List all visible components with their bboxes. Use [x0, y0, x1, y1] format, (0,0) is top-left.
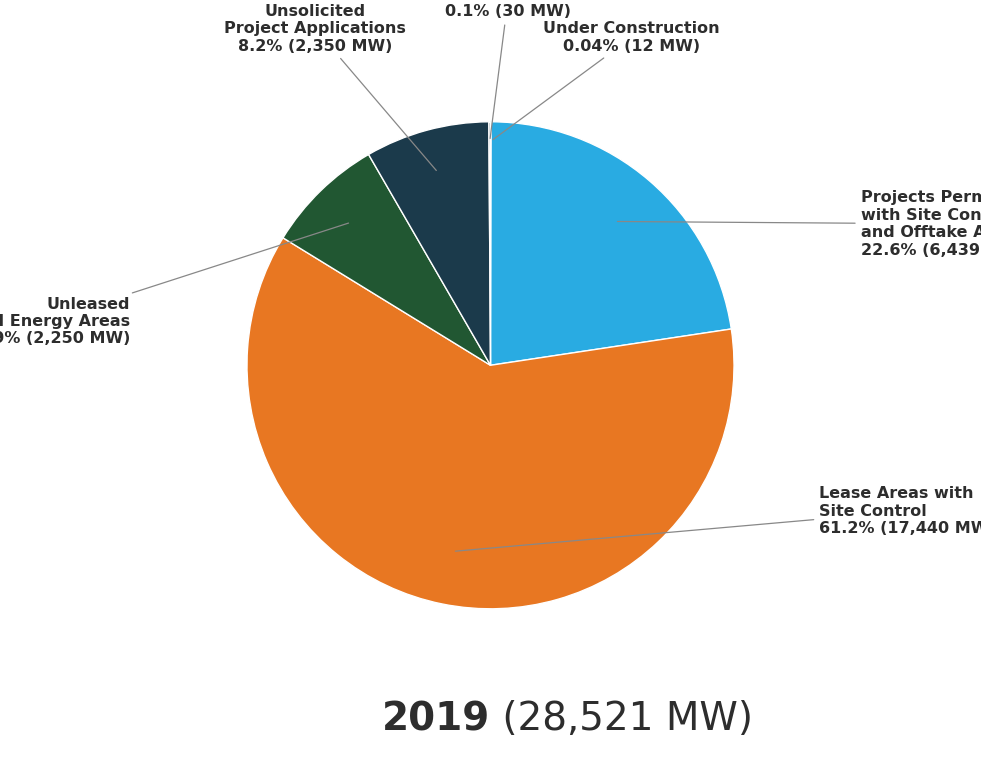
- Text: Installed
0.1% (30 MW): Installed 0.1% (30 MW): [444, 0, 571, 139]
- Wedge shape: [369, 122, 490, 365]
- Wedge shape: [489, 122, 490, 365]
- Wedge shape: [247, 238, 734, 609]
- Text: Lease Areas with
Site Control
61.2% (17,440 MW): Lease Areas with Site Control 61.2% (17,…: [455, 486, 981, 551]
- Text: Under Construction
0.04% (12 MW): Under Construction 0.04% (12 MW): [493, 21, 720, 139]
- Wedge shape: [283, 154, 490, 365]
- Text: 2019: 2019: [383, 700, 490, 738]
- Text: Unsolicited
Project Applications
8.2% (2,350 MW): Unsolicited Project Applications 8.2% (2…: [225, 4, 437, 170]
- Text: Projects Permitting
with Site Control
and Offtake Agreements
22.6% (6,439 MW): Projects Permitting with Site Control an…: [617, 190, 981, 258]
- Text: (28,521 MW): (28,521 MW): [490, 700, 753, 738]
- Text: Unleased
Wind Energy Areas
7.9% (2,250 MW): Unleased Wind Energy Areas 7.9% (2,250 M…: [0, 223, 348, 346]
- Wedge shape: [490, 122, 731, 365]
